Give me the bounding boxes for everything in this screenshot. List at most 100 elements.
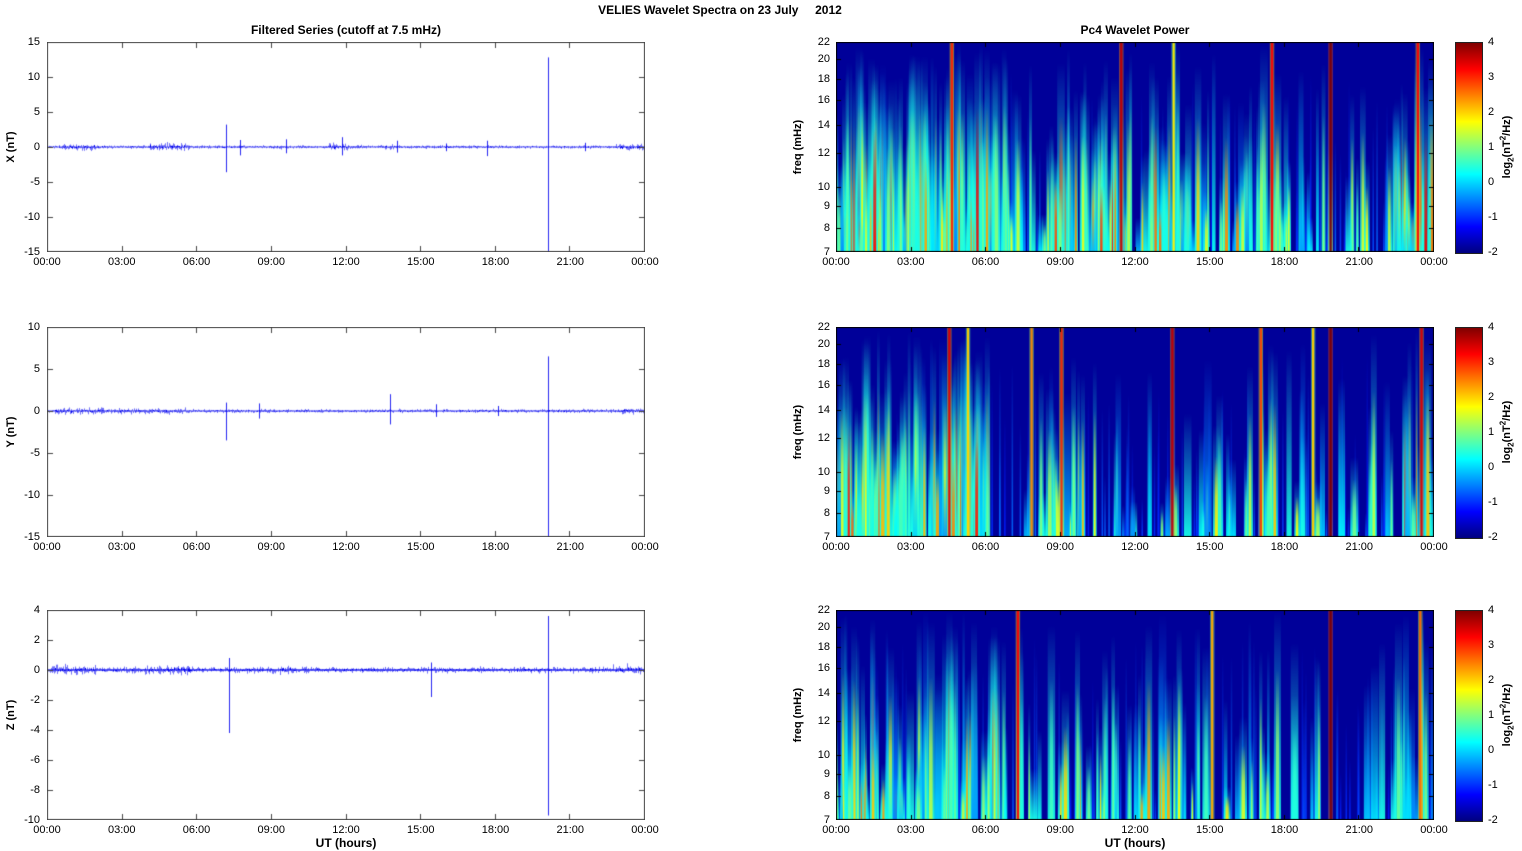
x-filtered-series-xtick-label: 00:00	[631, 256, 659, 268]
z-wavelet-power-ytick-label: 22	[817, 604, 830, 616]
x-wavelet-power-ytick-label: 16	[817, 94, 830, 107]
y-wavelet-power-xtick-label: 03:00	[896, 541, 925, 553]
y-wavelet-power-ytick-label: 16	[817, 379, 830, 392]
y-filtered-series-plot-canvas	[47, 327, 645, 537]
z-wavelet-power-ytick-label: 18	[817, 640, 830, 653]
z-filtered-series-ytick-label: -8	[30, 784, 40, 796]
z-filtered-series-xtick-label: 09:00	[257, 824, 286, 836]
y-wavelet-power-ytick-label: 12	[817, 432, 830, 445]
colorbar-tick-label: 2	[1488, 391, 1495, 403]
colorbar-axis-label: log2(nT2/Hz)	[1498, 400, 1516, 464]
x-wavelet-power-xtick-label: 12:00	[1121, 256, 1149, 268]
x-filtered-series-xtick-label: 09:00	[257, 256, 286, 268]
colorbar-tick-label: -2	[1488, 531, 1498, 543]
left-x-axis-label: UT (hours)	[315, 836, 377, 850]
z-wavelet-power-xtick-label: 00:00	[1420, 824, 1448, 836]
y-wavelet-power-xtick-label: 00:00	[1420, 541, 1448, 553]
y-wavelet-power-xtick-label: 09:00	[1046, 541, 1075, 553]
z-filtered-series-xtick-label: 21:00	[556, 824, 585, 836]
x-filtered-series-xtick-label: 00:00	[33, 256, 61, 268]
z-wavelet-power-ytick-label: 12	[817, 715, 830, 728]
y-wavelet-power-ytick-label: 8	[823, 506, 830, 519]
x-wavelet-power-xtick-label: 06:00	[971, 256, 1000, 268]
y-wavelet-power-xtick-label: 00:00	[822, 541, 850, 553]
z-filtered-series-ytick-label: 4	[33, 604, 40, 616]
z-wavelet-power-y-axis-label: freq (mHz)	[792, 687, 804, 743]
y-filtered-series-ytick-label: -10	[24, 489, 40, 501]
y-wavelet-power-xtick-label: 15:00	[1195, 541, 1224, 553]
x-wavelet-power-xtick-label: 03:00	[896, 256, 925, 268]
x-wavelet-power-ytick-label: 9	[823, 199, 830, 212]
y-filtered-series-ytick-label: 5	[33, 363, 40, 375]
z-wavelet-power-xtick-label: 00:00	[822, 824, 850, 836]
colorbar-tick-label: 4	[1488, 321, 1495, 333]
x-filtered-series-y-axis-label: X (nT)	[5, 131, 17, 163]
colorbar-tick-label: 0	[1488, 744, 1495, 756]
z-wavelet-power-ytick-label: 9	[823, 767, 830, 780]
y-wavelet-power-ytick-label: 18	[817, 357, 830, 370]
z-filtered-series-ytick-label: 2	[33, 634, 40, 646]
y-filtered-series-xtick-label: 03:00	[107, 541, 136, 553]
y-wavelet-power-ytick-label: 7	[823, 531, 830, 543]
z-wavelet-power-ytick-label: 10	[817, 748, 830, 761]
x-wavelet-power-ytick-label: 8	[823, 221, 830, 234]
colorbar-tick-label: 2	[1488, 674, 1495, 686]
colorbar-tick-label: 4	[1488, 36, 1495, 48]
colorbar-tick-label: 0	[1488, 461, 1495, 473]
y-wavelet-power-ytick-label: 20	[817, 338, 830, 351]
x-filtered-series-ytick-label: 10	[27, 71, 40, 83]
z-filtered-series-ytick-label: 0	[33, 664, 40, 676]
x-filtered-series-ytick-label: 15	[27, 36, 40, 48]
colorbar-tick-label: 0	[1488, 176, 1495, 188]
z-filtered-series-ytick-label: -2	[30, 694, 40, 706]
colorbar-tick-label: -1	[1488, 496, 1498, 508]
y-wavelet-power-ytick-label: 14	[817, 403, 830, 416]
z-filtered-series-y-axis-label: Z (nT)	[5, 699, 17, 731]
x-filtered-series-ytick-label: 0	[33, 141, 40, 153]
y-wavelet-power-y-axis-label: freq (mHz)	[792, 404, 804, 460]
z-wavelet-power-xtick-label: 12:00	[1121, 824, 1149, 836]
colorbar-tick-label: -2	[1488, 246, 1498, 258]
x-filtered-series-ytick-label: -15	[24, 246, 40, 258]
x-wavelet-power-ytick-label: 20	[817, 53, 830, 66]
colorbar-tick-label: -2	[1488, 814, 1498, 826]
y-wavelet-power-ytick-label: 9	[823, 484, 830, 497]
z-wavelet-power-xtick-label: 21:00	[1345, 824, 1374, 836]
colorbar-tick-label: 1	[1488, 709, 1495, 721]
x-wavelet-power-xtick-label: 21:00	[1345, 256, 1374, 268]
y-filtered-series-xtick-label: 06:00	[182, 541, 211, 553]
colorbar-axis-label: log2(nT2/Hz)	[1498, 683, 1516, 747]
colorbar	[1455, 42, 1483, 254]
z-filtered-series-xtick-label: 06:00	[182, 824, 211, 836]
colorbar	[1455, 327, 1483, 539]
z-wavelet-power-xtick-label: 03:00	[896, 824, 925, 836]
colorbar-tick-label: 3	[1488, 71, 1495, 83]
x-wavelet-power-ytick-label: 10	[817, 180, 830, 193]
y-wavelet-power-xtick-label: 21:00	[1345, 541, 1374, 553]
right-x-axis-label: UT (hours)	[1104, 836, 1166, 850]
colorbar-tick-label: 4	[1488, 604, 1495, 616]
y-filtered-series-xtick-label: 09:00	[257, 541, 286, 553]
y-filtered-series-ytick-label: -5	[30, 447, 40, 459]
z-wavelet-power-xtick-label: 15:00	[1195, 824, 1224, 836]
y-filtered-series-ytick-label: 10	[27, 321, 40, 333]
y-filtered-series-xtick-label: 12:00	[332, 541, 360, 553]
colorbar-tick-label: -1	[1488, 211, 1498, 223]
z-wavelet-power-ytick-label: 7	[823, 814, 830, 826]
y-wavelet-power-xtick-label: 12:00	[1121, 541, 1149, 553]
z-wavelet-power-spectrogram-canvas	[836, 610, 1434, 820]
colorbar-tick-label: -1	[1488, 779, 1498, 791]
right-column-title: Pc4 Wavelet Power	[1080, 23, 1190, 37]
colorbar-tick-label: 1	[1488, 426, 1495, 438]
y-wavelet-power-xtick-label: 18:00	[1270, 541, 1299, 553]
x-wavelet-power-ytick-label: 12	[817, 147, 830, 160]
x-wavelet-power-xtick-label: 15:00	[1195, 256, 1224, 268]
x-filtered-series-xtick-label: 06:00	[182, 256, 211, 268]
x-wavelet-power-ytick-label: 22	[817, 36, 830, 48]
y-wavelet-power-ytick-label: 10	[817, 465, 830, 478]
colorbar-tick-label: 2	[1488, 106, 1495, 118]
z-filtered-series-xtick-label: 00:00	[631, 824, 659, 836]
z-filtered-series-xtick-label: 03:00	[107, 824, 136, 836]
y-filtered-series-xtick-label: 15:00	[406, 541, 435, 553]
y-wavelet-power-xtick-label: 06:00	[971, 541, 1000, 553]
